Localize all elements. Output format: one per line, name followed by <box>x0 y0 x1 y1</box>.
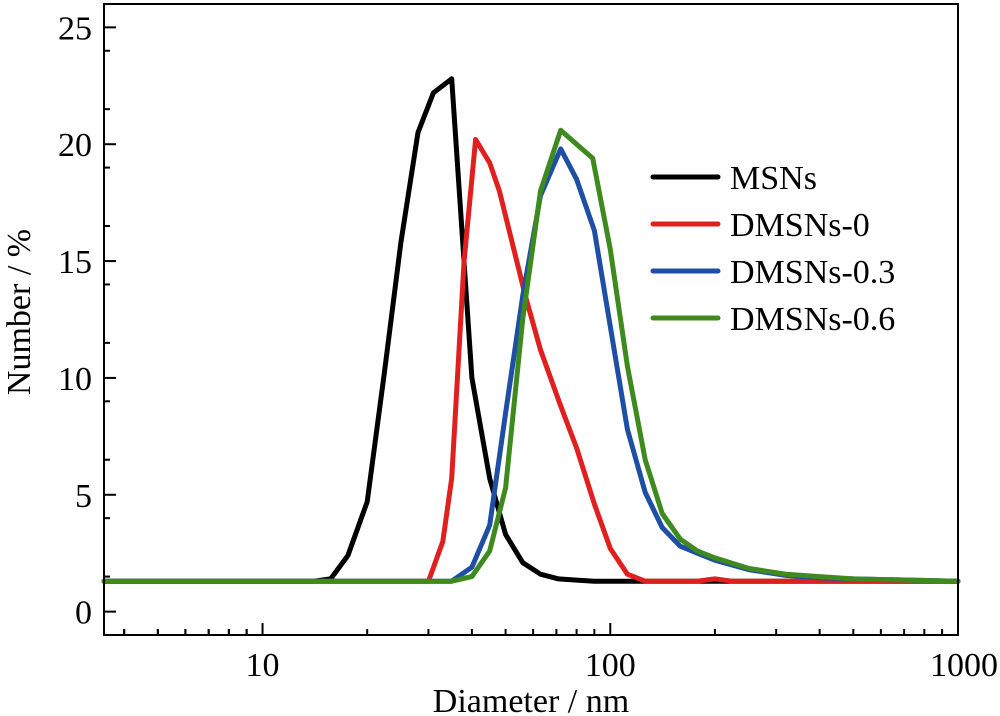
y-tick-label: 25 <box>58 10 92 47</box>
legend-label-1: MSNs <box>730 160 817 197</box>
x-tick-label: 1000 <box>930 647 998 684</box>
y-tick-label: 20 <box>58 127 92 164</box>
legend-label-3: DMSNs-0.3 <box>730 254 895 291</box>
legend-label-2: DMSNs-0 <box>730 207 870 244</box>
series-line-2 <box>101 137 961 584</box>
axis-ticks <box>104 26 959 636</box>
y-tick-label: 10 <box>58 361 92 398</box>
series-line-1 <box>101 76 961 584</box>
legend-label-4: DMSNs-0.6 <box>730 301 895 338</box>
axis-tick-labels: 0 5 10 15 20 25 10 100 1000 <box>58 10 998 684</box>
x-tick-label: 100 <box>585 647 636 684</box>
legend: MSNs DMSNs-0 DMSNs-0.3 DMSNs-0.6 <box>650 160 895 338</box>
x-axis-label: Diameter / nm <box>433 683 629 716</box>
series-line-4 <box>101 127 961 584</box>
y-tick-label: 15 <box>58 244 92 281</box>
x-tick-label: 10 <box>246 647 280 684</box>
y-tick-label: 5 <box>75 478 92 515</box>
y-axis-label: Number / % <box>1 229 38 395</box>
plot-frame <box>103 3 959 636</box>
plot-lines <box>101 76 961 584</box>
y-tick-label: 0 <box>75 595 92 632</box>
